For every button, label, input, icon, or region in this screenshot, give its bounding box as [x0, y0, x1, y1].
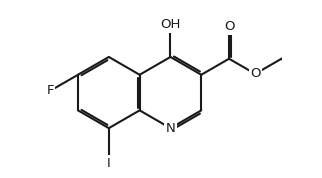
Text: N: N: [166, 122, 175, 135]
Text: O: O: [250, 67, 260, 80]
Text: OH: OH: [160, 18, 181, 32]
Text: O: O: [224, 20, 234, 33]
Text: F: F: [46, 84, 54, 97]
Text: I: I: [107, 156, 111, 170]
